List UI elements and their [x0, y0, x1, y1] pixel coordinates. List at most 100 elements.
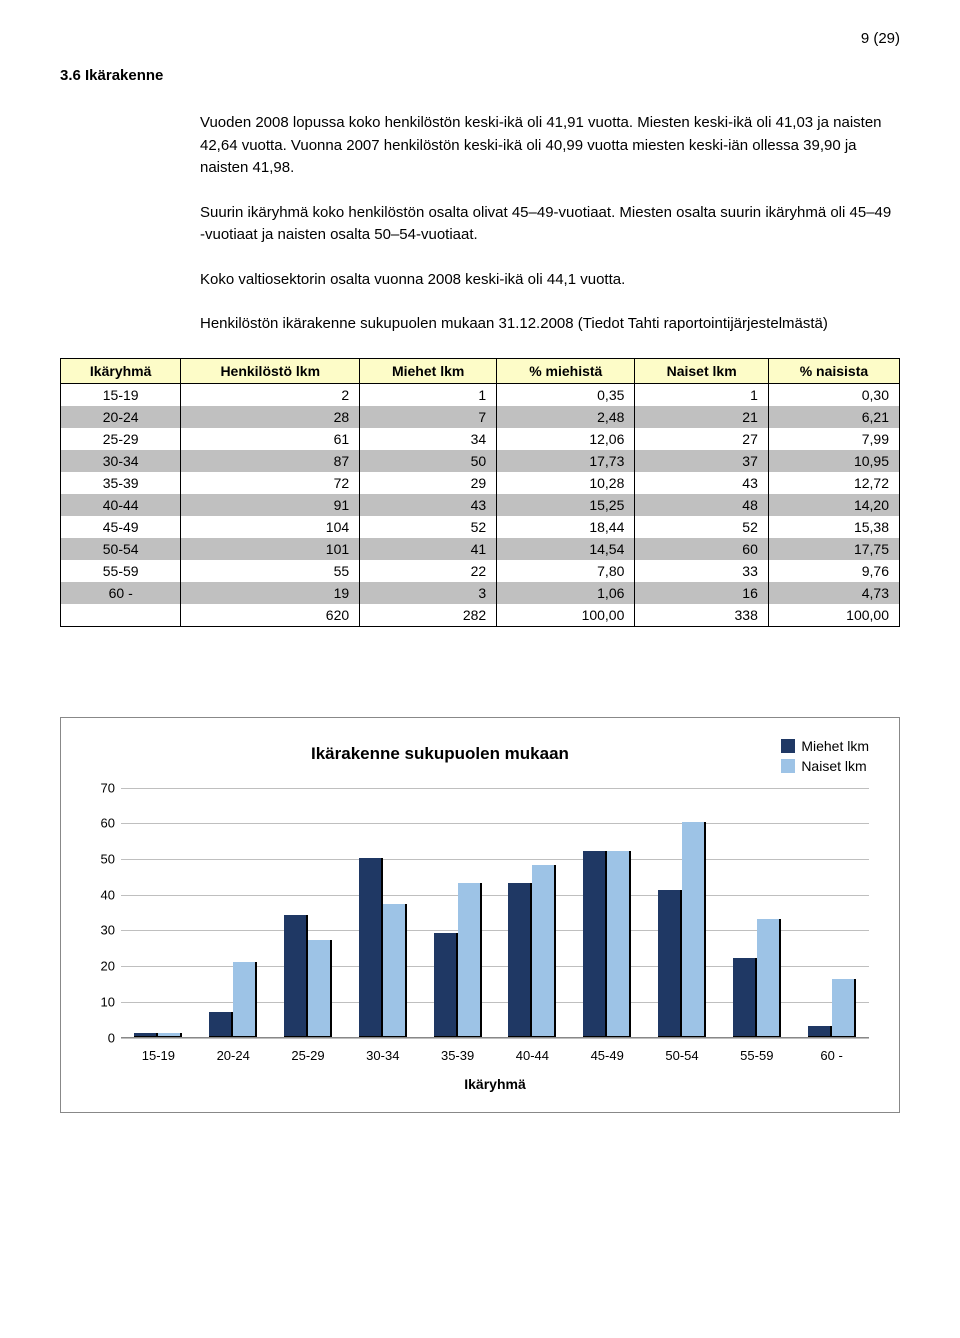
x-tick-label: 25-29: [291, 1048, 324, 1063]
bar-group: [134, 1033, 182, 1037]
legend-swatch: [781, 739, 795, 753]
table-cell: 41: [360, 538, 497, 560]
table-cell: 60: [635, 538, 768, 560]
legend-item: Naiset lkm: [781, 758, 869, 774]
bar-miehet: [434, 933, 458, 1037]
table-cell: 55-59: [61, 560, 181, 582]
table-cell: 2,48: [497, 406, 635, 428]
y-tick-label: 70: [101, 780, 115, 795]
bar-group: [808, 979, 856, 1036]
table-header-cell: Naiset lkm: [635, 358, 768, 383]
bar-group: [434, 883, 482, 1037]
chart-title: Ikärakenne sukupuolen mukaan: [311, 744, 569, 764]
table-cell: 1,06: [497, 582, 635, 604]
bar-naiset: [832, 979, 856, 1036]
table-cell: 14,54: [497, 538, 635, 560]
table-cell: 29: [360, 472, 497, 494]
table-cell: 7,80: [497, 560, 635, 582]
gridline: [121, 1038, 869, 1039]
table-cell: 37: [635, 450, 768, 472]
x-tick-label: 15-19: [142, 1048, 175, 1063]
table-cell: 15,38: [768, 516, 899, 538]
paragraph: Vuoden 2008 lopussa koko henkilöstön kes…: [200, 112, 900, 180]
table-cell: 0,35: [497, 383, 635, 406]
paragraph: Suurin ikäryhmä koko henkilöstön osalta …: [200, 202, 900, 247]
table-row: 45-491045218,445215,38: [61, 516, 900, 538]
y-tick-label: 50: [101, 851, 115, 866]
table-cell: 91: [181, 494, 360, 516]
table-header-cell: % miehistä: [497, 358, 635, 383]
table-cell: [61, 604, 181, 627]
x-axis-title: Ikäryhmä: [121, 1076, 869, 1092]
bar-group: [209, 962, 257, 1037]
table-cell: 1: [635, 383, 768, 406]
x-tick-label: 40-44: [516, 1048, 549, 1063]
table-cell: 620: [181, 604, 360, 627]
table-cell: 19: [181, 582, 360, 604]
y-tick-label: 30: [101, 923, 115, 938]
age-table: IkäryhmäHenkilöstö lkmMiehet lkm% miehis…: [60, 358, 900, 627]
bar-naiset: [682, 822, 706, 1036]
table-cell: 6,21: [768, 406, 899, 428]
table-cell: 3: [360, 582, 497, 604]
table-cell: 55: [181, 560, 360, 582]
bar-naiset: [532, 865, 556, 1036]
table-header-cell: Miehet lkm: [360, 358, 497, 383]
paragraph: Koko valtiosektorin osalta vuonna 2008 k…: [200, 269, 900, 292]
y-tick-label: 10: [101, 994, 115, 1009]
table-cell: 48: [635, 494, 768, 516]
x-tick-label: 55-59: [740, 1048, 773, 1063]
y-tick-label: 60: [101, 816, 115, 831]
legend-label: Miehet lkm: [801, 738, 869, 754]
table-cell: 282: [360, 604, 497, 627]
table-cell: 50-54: [61, 538, 181, 560]
body-text: Vuoden 2008 lopussa koko henkilöstön kes…: [200, 112, 900, 336]
table-row: 30-34875017,733710,95: [61, 450, 900, 472]
paragraph: Henkilöstön ikärakenne sukupuolen mukaan…: [200, 313, 900, 336]
bar-miehet: [733, 958, 757, 1037]
table-cell: 21: [635, 406, 768, 428]
table-cell: 17,73: [497, 450, 635, 472]
table-row: 35-39722910,284312,72: [61, 472, 900, 494]
table-row: 25-29613412,06277,99: [61, 428, 900, 450]
table-cell: 4,73: [768, 582, 899, 604]
table-row: 50-541014114,546017,75: [61, 538, 900, 560]
table-cell: 0,30: [768, 383, 899, 406]
table-cell: 34: [360, 428, 497, 450]
table-cell: 101: [181, 538, 360, 560]
table-cell: 10,95: [768, 450, 899, 472]
bar-miehet: [209, 1012, 233, 1037]
table-cell: 14,20: [768, 494, 899, 516]
table-cell: 35-39: [61, 472, 181, 494]
table-cell: 45-49: [61, 516, 181, 538]
x-tick-label: 30-34: [366, 1048, 399, 1063]
table-cell: 16: [635, 582, 768, 604]
bar-group: [508, 865, 556, 1036]
table-cell: 10,28: [497, 472, 635, 494]
bar-miehet: [508, 883, 532, 1037]
bar-miehet: [658, 890, 682, 1036]
section-heading: 3.6 Ikärakenne: [60, 67, 900, 84]
table-cell: 20-24: [61, 406, 181, 428]
table-cell: 40-44: [61, 494, 181, 516]
bar-group: [733, 919, 781, 1037]
table-cell: 1: [360, 383, 497, 406]
bar-miehet: [808, 1026, 832, 1037]
page-number: 9 (29): [60, 30, 900, 47]
age-chart: Ikärakenne sukupuolen mukaan Miehet lkm N…: [60, 717, 900, 1113]
legend-swatch: [781, 759, 795, 773]
bar-naiset: [458, 883, 482, 1037]
table-row: 20-242872,48216,21: [61, 406, 900, 428]
table-cell: 100,00: [497, 604, 635, 627]
chart-legend: Miehet lkm Naiset lkm: [781, 738, 869, 778]
table-cell: 30-34: [61, 450, 181, 472]
table-cell: 12,72: [768, 472, 899, 494]
table-cell: 104: [181, 516, 360, 538]
table-header-cell: Ikäryhmä: [61, 358, 181, 383]
table-cell: 7,99: [768, 428, 899, 450]
x-tick-label: 45-49: [591, 1048, 624, 1063]
bar-miehet: [284, 915, 308, 1036]
x-tick-label: 35-39: [441, 1048, 474, 1063]
gridline: [121, 859, 869, 860]
table-cell: 43: [360, 494, 497, 516]
